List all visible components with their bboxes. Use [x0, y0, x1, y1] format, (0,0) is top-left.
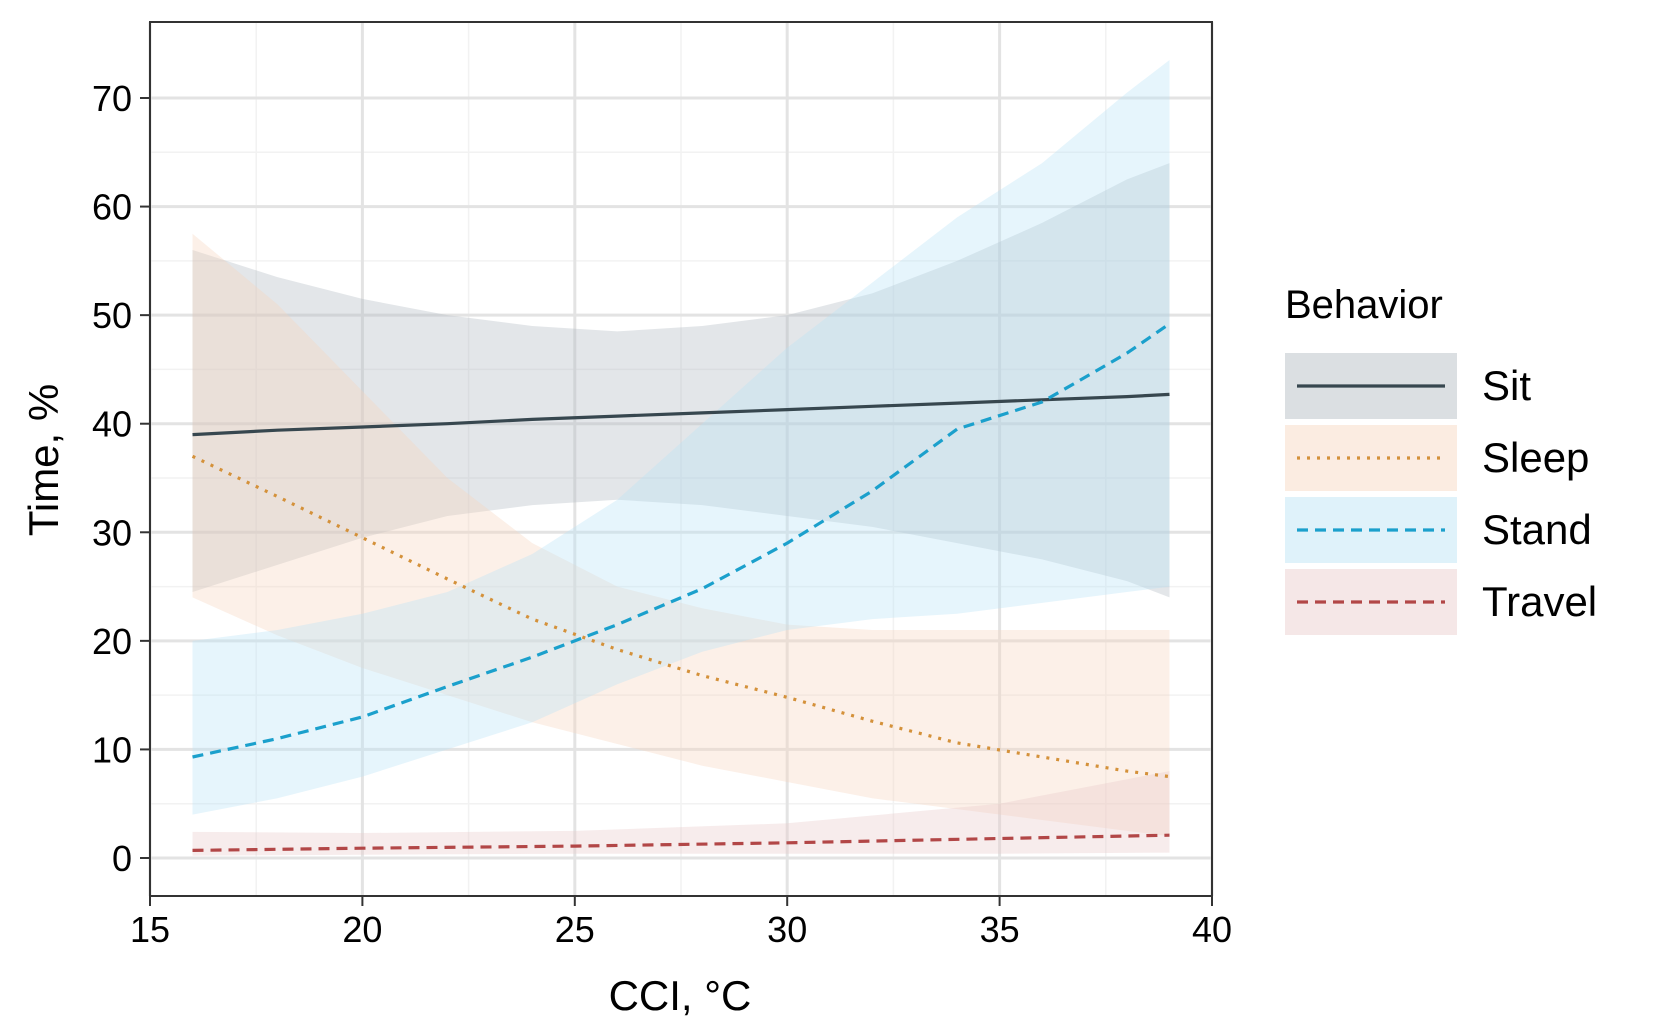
minor-gridlines	[150, 22, 1212, 896]
x-tick-label: 35	[980, 909, 1020, 950]
y-tick-label: 30	[92, 512, 132, 553]
y-tick-label: 40	[92, 404, 132, 445]
legend-label-stand: Stand	[1482, 506, 1592, 553]
x-tick-label: 15	[130, 909, 170, 950]
x-axis-label: CCI, °C	[609, 972, 752, 1019]
ribbon-travel	[192, 771, 1170, 856]
line-travel	[192, 833, 1170, 852]
confidence-ribbons	[192, 60, 1170, 856]
line-sit	[192, 392, 1170, 437]
y-tick-label: 70	[92, 78, 132, 119]
ribbon-sit	[192, 163, 1170, 598]
ribbon-sleep	[192, 233, 1170, 837]
y-axis-ticks: 0 10 20 30 40 50 60 70	[92, 78, 150, 879]
plot-panel-border	[149, 21, 1213, 897]
y-tick-label: 20	[92, 621, 132, 662]
legend-label-sleep: Sleep	[1482, 434, 1589, 481]
y-tick-label: 50	[92, 295, 132, 336]
ribbon-stand	[192, 60, 1170, 815]
legend-label-travel: Travel	[1482, 578, 1597, 625]
legend-key-sleep	[1285, 425, 1457, 491]
y-tick-label: 0	[112, 838, 132, 879]
y-tick-label: 10	[92, 729, 132, 770]
x-axis-ticks: 15 20 25 30 35 40	[130, 896, 1232, 950]
x-tick-label: 30	[767, 909, 807, 950]
legend-title: Behavior	[1285, 283, 1443, 327]
legend-label-sit: Sit	[1482, 362, 1531, 409]
x-tick-label: 25	[555, 909, 595, 950]
y-tick-label: 60	[92, 187, 132, 228]
x-tick-label: 40	[1192, 909, 1232, 950]
x-tick-label: 20	[342, 909, 382, 950]
y-axis-label: Time, %	[20, 384, 67, 536]
series-lines	[191, 322, 1171, 852]
line-stand	[192, 322, 1171, 759]
legend: Behavior Sit Sleep Stand Travel	[1285, 283, 1597, 635]
